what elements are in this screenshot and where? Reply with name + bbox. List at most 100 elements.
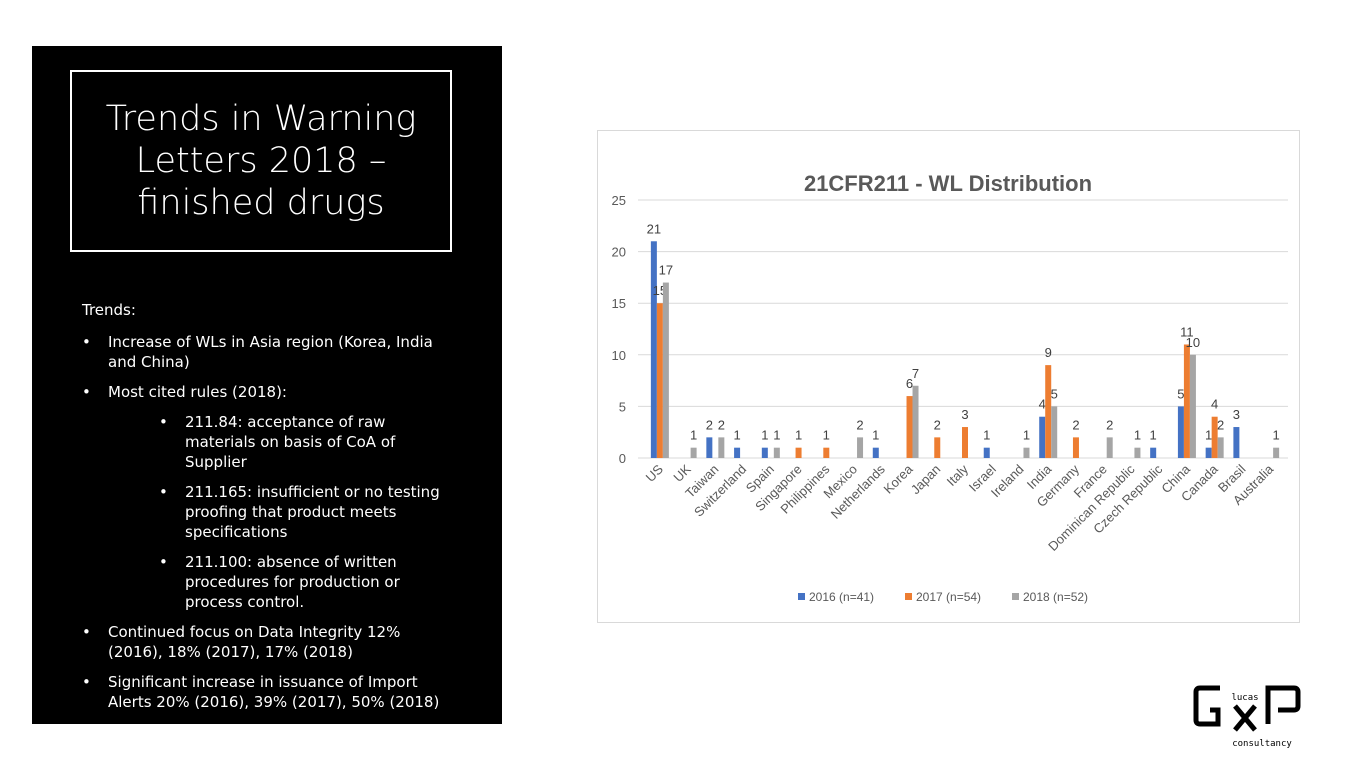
data-label: 1 xyxy=(823,428,830,443)
bullet: Most cited rules (2018): 211.84: accepta… xyxy=(82,382,452,612)
data-label: 1 xyxy=(1205,428,1212,443)
gxp-logo: lucas consultancy xyxy=(1193,685,1301,749)
data-label: 7 xyxy=(912,366,919,381)
bar xyxy=(1189,354,1196,458)
bar xyxy=(795,447,802,458)
trends-list: Trends: Increase of WLs in Asia region (… xyxy=(82,300,452,722)
slide-title-box: Trends in Warning Letters 2018 – finishe… xyxy=(70,70,452,252)
data-label: 1 xyxy=(1134,428,1141,443)
bar xyxy=(912,385,919,458)
sub-bullet: 211.100: absence of written procedures f… xyxy=(159,552,452,612)
bar xyxy=(1150,447,1157,458)
x-tick-label: US xyxy=(643,461,667,485)
data-label: 9 xyxy=(1045,345,1052,360)
bar xyxy=(1045,365,1052,458)
legend-label: 2016 (n=41) xyxy=(809,590,874,604)
bar xyxy=(1051,406,1058,458)
data-label: 4 xyxy=(1211,397,1218,412)
data-label: 2 xyxy=(718,417,725,432)
data-label: 2 xyxy=(1106,417,1113,432)
data-label: 1 xyxy=(1273,428,1280,443)
data-label: 11 xyxy=(1180,324,1194,339)
bar xyxy=(823,447,830,458)
data-label: 5 xyxy=(1051,386,1058,401)
bar xyxy=(857,437,864,458)
bar xyxy=(718,437,725,458)
bar xyxy=(962,427,968,458)
legend-swatch xyxy=(905,593,912,600)
bar xyxy=(690,447,697,458)
data-label: 1 xyxy=(1023,428,1030,443)
legend-label: 2017 (n=54) xyxy=(916,590,981,604)
bar xyxy=(1183,344,1190,458)
data-label: 2 xyxy=(1217,417,1224,432)
chart-container: 21CFR211 - WL Distribution 0 5 10 15 20 25 21 15… xyxy=(597,130,1300,623)
legend-label: 2018 (n=52) xyxy=(1023,590,1088,604)
bullet-text: Most cited rules (2018): xyxy=(108,383,287,401)
logo-text-bottom: consultancy xyxy=(1232,739,1292,749)
data-label: 17 xyxy=(659,263,673,278)
bar xyxy=(934,437,941,458)
y-tick-label: 5 xyxy=(619,399,626,414)
bar xyxy=(906,396,913,458)
data-label: 5 xyxy=(1177,386,1184,401)
x-tick-label: Korea xyxy=(880,461,916,497)
data-label: 4 xyxy=(1039,397,1046,412)
data-label: 1 xyxy=(773,428,780,443)
bar xyxy=(1106,437,1113,458)
data-label: 3 xyxy=(1233,407,1240,422)
data-label: 2 xyxy=(706,417,713,432)
bar xyxy=(1039,416,1046,458)
y-tick-label: 15 xyxy=(612,296,626,311)
legend-swatch xyxy=(798,593,805,600)
bar xyxy=(1023,447,1030,458)
y-tick-label: 0 xyxy=(619,451,626,466)
data-label: 2 xyxy=(934,417,941,432)
x-tick-label: Japan xyxy=(908,462,944,498)
logo-text-top: lucas xyxy=(1231,693,1258,703)
y-tick-label: 20 xyxy=(612,245,626,260)
data-label: 1 xyxy=(733,428,740,443)
bullet: Significant increase in issuance of Impo… xyxy=(82,672,452,712)
chart-title: 21CFR211 - WL Distribution xyxy=(804,171,1092,196)
legend-swatch xyxy=(1012,593,1019,600)
bar xyxy=(662,282,669,458)
trends-heading: Trends: xyxy=(82,301,136,319)
bar-chart: 21CFR211 - WL Distribution05101520252115… xyxy=(612,171,1288,604)
bar xyxy=(1211,416,1218,458)
bar xyxy=(872,447,879,458)
data-label: 1 xyxy=(983,428,990,443)
bullet: Increase of WLs in Asia region (Korea, I… xyxy=(82,332,452,372)
data-label: 1 xyxy=(761,428,768,443)
data-label: 10 xyxy=(1186,335,1200,350)
bar xyxy=(656,303,663,458)
bar xyxy=(706,437,713,458)
y-tick-label: 10 xyxy=(612,348,626,363)
bar xyxy=(1233,427,1240,458)
bar xyxy=(983,447,990,458)
data-label: 6 xyxy=(906,376,913,391)
left-panel: Trends in Warning Letters 2018 – finishe… xyxy=(32,46,502,724)
bar xyxy=(1177,406,1184,458)
data-label: 1 xyxy=(872,428,879,443)
bullet: Continued focus on Data Integrity 12% (2… xyxy=(82,622,452,662)
data-label: 1 xyxy=(690,428,697,443)
data-label: 2 xyxy=(1072,417,1079,432)
bar xyxy=(773,447,780,458)
bar xyxy=(1217,437,1224,458)
data-label: 2 xyxy=(856,417,863,432)
sub-bullet: 211.84: acceptance of raw materials on b… xyxy=(159,412,452,472)
y-tick-label: 25 xyxy=(612,193,626,208)
sub-bullet: 211.165: insufficient or no testing proo… xyxy=(159,482,452,542)
bar xyxy=(1134,447,1141,458)
bar xyxy=(1205,447,1212,458)
bar xyxy=(1273,447,1280,458)
slide-title: Trends in Warning Letters 2018 – finishe… xyxy=(105,99,417,223)
data-label: 3 xyxy=(961,407,968,422)
data-label: 1 xyxy=(795,428,802,443)
bar xyxy=(761,447,768,458)
bar xyxy=(734,447,741,458)
data-label: 1 xyxy=(1150,428,1157,443)
data-label: 21 xyxy=(647,221,661,236)
bar xyxy=(1072,437,1079,458)
